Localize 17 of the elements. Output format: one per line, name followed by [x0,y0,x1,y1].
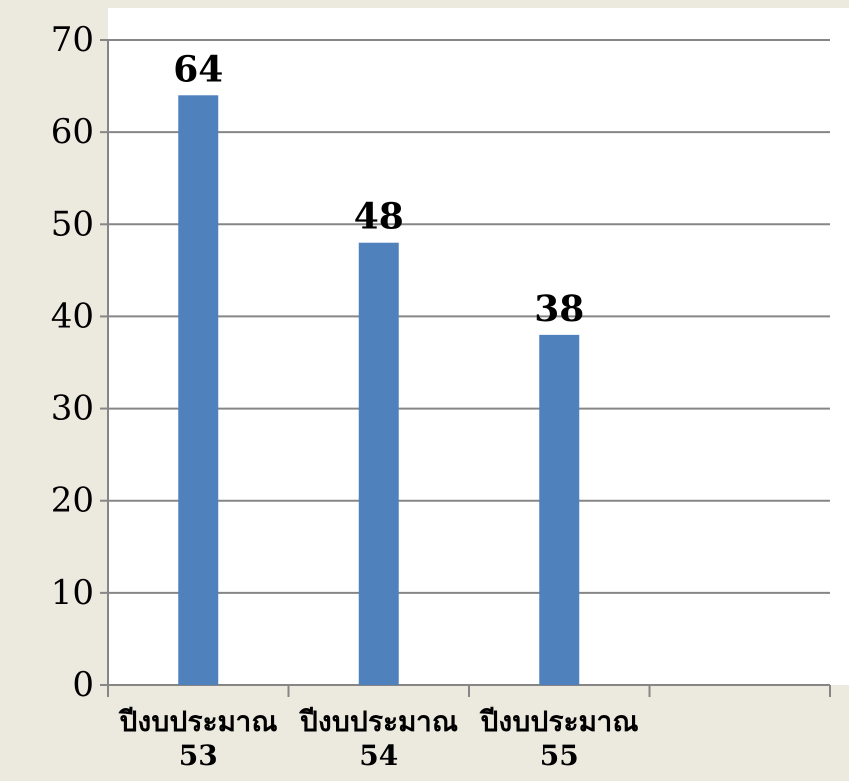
y-tick-label: 50 [50,204,94,244]
y-tick-label: 10 [50,572,94,613]
data-label: 48 [354,196,404,238]
y-tick-label: 70 [50,20,94,60]
y-tick-label: 40 [50,296,94,336]
x-tick-label: ปีงบประมาณ 55 [478,705,638,772]
bar [178,95,218,685]
x-tick-label: ปีงบประมาณ 53 [117,705,278,772]
data-label: 64 [173,48,224,90]
x-tick-label: ปีงบประมาณ 54 [298,705,458,772]
y-tick-label: 0 [72,665,94,705]
y-tick-label: 20 [50,480,94,521]
y-tick-label: 60 [50,112,94,152]
bar [358,242,399,685]
data-label: 38 [534,288,584,330]
y-tick-label: 30 [50,388,94,429]
bar [539,334,580,685]
